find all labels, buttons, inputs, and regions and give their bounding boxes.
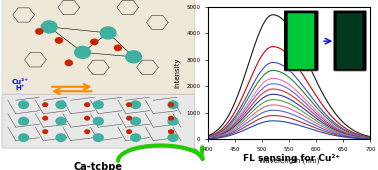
Circle shape: [19, 101, 28, 108]
Circle shape: [93, 101, 103, 108]
Y-axis label: Intensity: Intensity: [175, 58, 181, 88]
Circle shape: [56, 101, 66, 108]
Circle shape: [75, 46, 90, 58]
Circle shape: [65, 60, 72, 65]
Circle shape: [168, 117, 178, 125]
Circle shape: [36, 29, 43, 34]
Circle shape: [169, 130, 174, 133]
Text: FL sensing for Cu²⁺: FL sensing for Cu²⁺: [243, 154, 339, 163]
Circle shape: [168, 101, 178, 108]
Circle shape: [91, 39, 98, 45]
Circle shape: [169, 116, 174, 120]
Circle shape: [43, 116, 48, 120]
Text: Ca-tcbpe: Ca-tcbpe: [74, 162, 123, 170]
Circle shape: [19, 134, 28, 141]
Circle shape: [168, 134, 178, 141]
Circle shape: [131, 134, 141, 141]
FancyBboxPatch shape: [2, 94, 195, 148]
Circle shape: [127, 130, 132, 133]
Circle shape: [127, 103, 132, 107]
FancyBboxPatch shape: [337, 13, 363, 69]
FancyBboxPatch shape: [284, 11, 318, 71]
FancyBboxPatch shape: [288, 13, 314, 69]
Circle shape: [85, 103, 90, 107]
Circle shape: [85, 130, 90, 133]
Circle shape: [131, 101, 141, 108]
Circle shape: [85, 116, 90, 120]
Circle shape: [127, 116, 132, 120]
Circle shape: [43, 130, 48, 133]
Text: H⁺: H⁺: [15, 85, 25, 91]
Circle shape: [43, 103, 48, 107]
Circle shape: [56, 134, 66, 141]
FancyBboxPatch shape: [2, 0, 195, 94]
Circle shape: [131, 117, 141, 125]
FancyBboxPatch shape: [333, 11, 367, 71]
Circle shape: [41, 21, 57, 33]
Circle shape: [100, 27, 116, 39]
Circle shape: [56, 117, 66, 125]
X-axis label: Wavelength (nm): Wavelength (nm): [259, 158, 319, 164]
Circle shape: [93, 117, 103, 125]
Circle shape: [19, 117, 28, 125]
Circle shape: [56, 38, 62, 43]
Circle shape: [93, 134, 103, 141]
Circle shape: [115, 45, 121, 50]
Circle shape: [126, 51, 141, 63]
Text: Cu²⁺: Cu²⁺: [11, 79, 28, 85]
Circle shape: [169, 103, 174, 107]
